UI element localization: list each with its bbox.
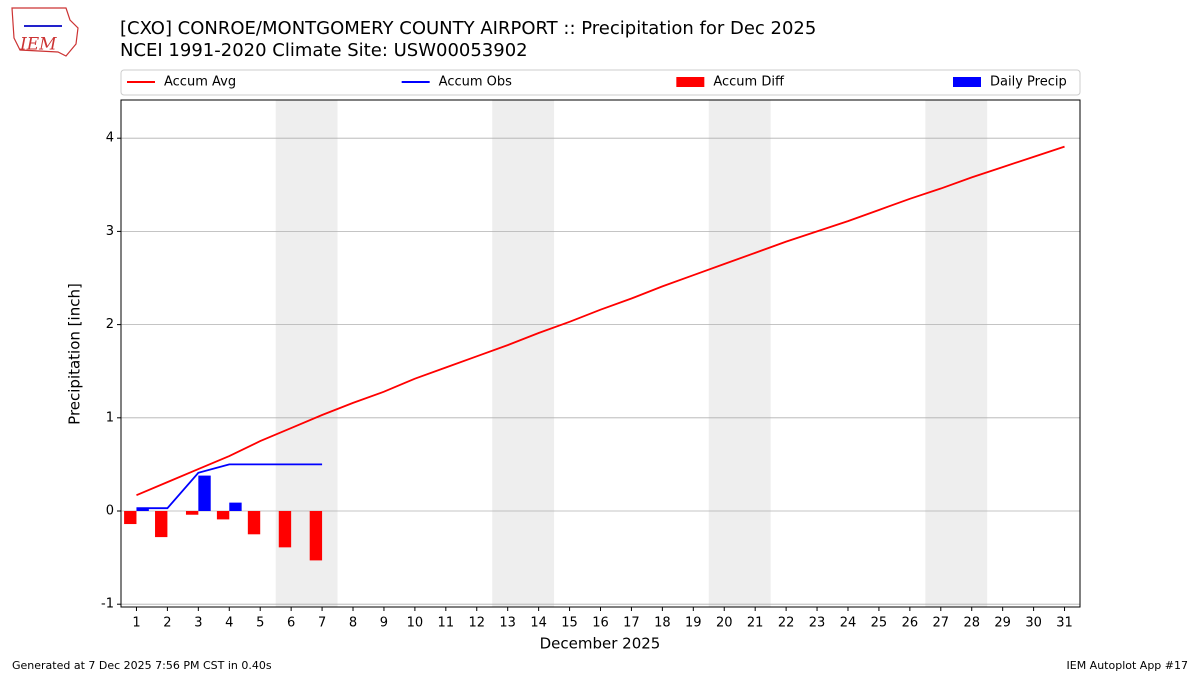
legend-swatch: [953, 77, 981, 87]
x-tick-label: 5: [256, 616, 264, 631]
legend-label: Accum Diff: [713, 75, 785, 90]
x-tick-label: 1: [132, 616, 140, 631]
bar: [136, 508, 149, 512]
x-tick-label: 20: [716, 616, 733, 631]
x-tick-label: 31: [1056, 616, 1073, 631]
legend-label: Accum Obs: [439, 75, 512, 90]
x-tick-label: 26: [902, 616, 919, 631]
footer-right: IEM Autoplot App #17: [1067, 659, 1189, 672]
x-axis-label: December 2025: [540, 635, 661, 653]
y-tick-label: 2: [106, 317, 114, 332]
bar: [155, 511, 168, 538]
x-tick-label: 7: [318, 616, 326, 631]
x-tick-label: 11: [438, 616, 455, 631]
x-tick-label: 3: [194, 616, 202, 631]
plot-frame: [120, 99, 1081, 608]
y-tick-label: 0: [106, 504, 114, 519]
y-tick-label: 4: [106, 131, 114, 146]
x-tick-label: 29: [994, 616, 1011, 631]
x-tick-label: 22: [778, 616, 795, 631]
x-tick-label: 15: [561, 616, 578, 631]
x-tick-label: 4: [225, 616, 233, 631]
bar: [124, 511, 137, 525]
x-tick-label: 14: [530, 616, 547, 631]
logo-outline: [11, 7, 79, 57]
weekend-shade: [708, 100, 771, 607]
line: [136, 463, 323, 510]
x-tick-label: 18: [654, 616, 671, 631]
x-tick-label: 21: [747, 616, 764, 631]
x-tick-label: 23: [809, 616, 826, 631]
legend-label: Accum Avg: [164, 75, 236, 90]
bar: [309, 511, 323, 561]
x-tick-label: 12: [468, 616, 485, 631]
weekend-shade: [925, 100, 988, 607]
line: [136, 145, 1065, 496]
bar: [198, 475, 211, 512]
chart-subtitle: NCEI 1991-2020 Climate Site: USW00053902: [120, 40, 528, 61]
bar: [216, 511, 230, 520]
x-tick-label: 16: [592, 616, 609, 631]
x-tick-label: 24: [840, 616, 857, 631]
weekend-shade: [492, 100, 555, 607]
x-tick-label: 27: [933, 616, 950, 631]
footer-left: Generated at 7 Dec 2025 7:56 PM CST in 0…: [12, 659, 272, 672]
y-tick-label: 1: [106, 410, 114, 425]
y-tick-label: -1: [101, 597, 114, 612]
legend-label: Daily Precip: [990, 75, 1067, 90]
x-tick-label: 30: [1025, 616, 1042, 631]
bar: [247, 511, 261, 535]
x-tick-label: 9: [380, 616, 388, 631]
x-tick-label: 6: [287, 616, 295, 631]
x-tick-label: 8: [349, 616, 357, 631]
y-tick-label: 3: [106, 224, 114, 239]
x-tick-label: 25: [871, 616, 888, 631]
bar: [229, 502, 242, 512]
x-tick-label: 2: [163, 616, 171, 631]
x-tick-label: 10: [407, 616, 424, 631]
bar: [278, 511, 292, 548]
legend-box: [120, 69, 1081, 96]
logo: IEM: [11, 7, 79, 57]
x-tick-label: 28: [963, 616, 980, 631]
x-tick-label: 17: [623, 616, 640, 631]
logo-text: IEM: [19, 35, 57, 55]
y-axis-label: Precipitation [inch]: [66, 283, 84, 425]
chart-title: [CXO] CONROE/MONTGOMERY COUNTY AIRPORT :…: [120, 18, 816, 39]
bar: [185, 511, 199, 515]
x-tick-label: 19: [685, 616, 702, 631]
x-tick-label: 13: [499, 616, 516, 631]
legend-swatch: [676, 77, 705, 87]
